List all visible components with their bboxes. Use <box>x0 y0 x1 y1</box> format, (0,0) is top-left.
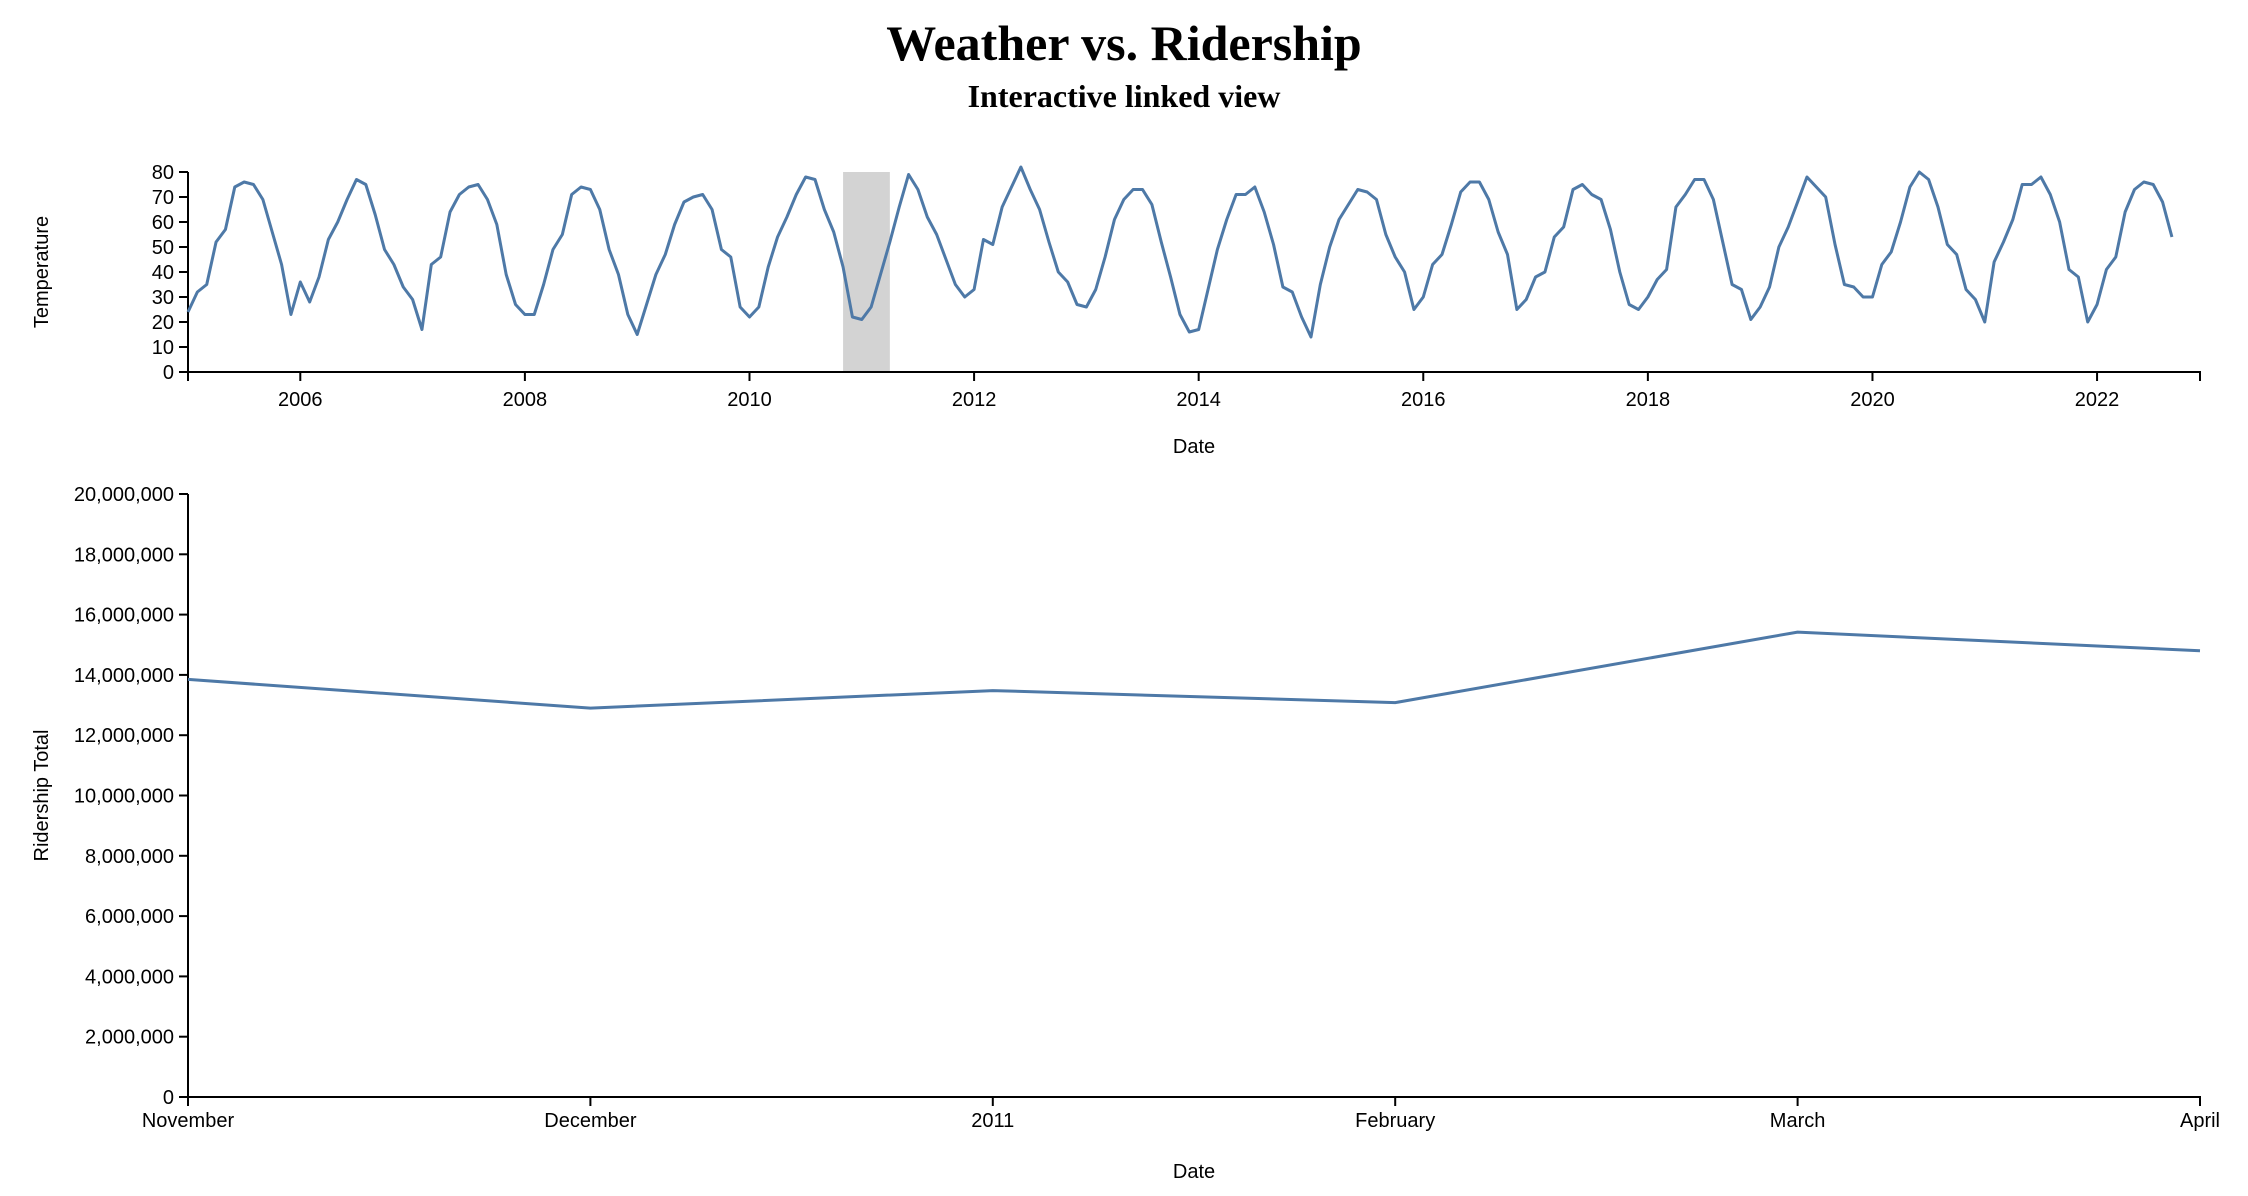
y-tick-label: 60 <box>152 212 174 234</box>
ridership-chart: 0 2,000,000 4,000,000 6,000,000 8,000,000 10,… <box>31 484 2220 1183</box>
ridership-y-axis-label: Ridership Total <box>31 730 53 862</box>
chart-title: Weather vs. Ridership <box>886 15 1362 71</box>
temperature-y-axis-label: Temperature <box>31 216 53 328</box>
chart-subtitle: Interactive linked view <box>967 78 1281 114</box>
ridership-series-line <box>187 630 2201 710</box>
ridership-x-axis-label: Date <box>1173 1161 1215 1183</box>
y-tick-label: 50 <box>152 237 174 259</box>
x-tick-label: 2016 <box>1401 389 1446 411</box>
x-tick-label: 2008 <box>503 389 548 411</box>
temperature-x-axis: 2006 2008 2010 2012 2014 2016 2018 2020 2022 <box>187 371 2201 411</box>
ridership-x-axis-line <box>187 1096 2201 1106</box>
y-tick-label: 80 <box>152 162 174 184</box>
y-tick-label: 20 <box>152 312 174 334</box>
x-tick-label: April <box>2180 1110 2220 1132</box>
x-tick-label: November <box>142 1110 235 1132</box>
y-tick-label: 18,000,000 <box>74 544 174 566</box>
x-tick-label: 2006 <box>278 389 323 411</box>
x-tick-label: February <box>1355 1110 1435 1132</box>
y-tick-label: 10 <box>152 337 174 359</box>
temperature-y-axis: 0 10 20 30 40 50 60 70 80 <box>152 162 189 384</box>
x-tick-label: 2020 <box>1850 389 1895 411</box>
y-tick-label: 40 <box>152 262 174 284</box>
y-tick-label: 20,000,000 <box>74 484 174 506</box>
ridership-y-axis: 0 2,000,000 4,000,000 6,000,000 8,000,000 10,… <box>74 484 189 1109</box>
y-tick-label: 30 <box>152 287 174 309</box>
temperature-x-axis-line <box>187 371 2201 381</box>
y-tick-label: 0 <box>163 362 174 384</box>
y-tick-label: 0 <box>163 1087 174 1109</box>
x-tick-label: 2011 <box>971 1110 1014 1132</box>
y-tick-label: 12,000,000 <box>74 725 174 747</box>
y-tick-label: 6,000,000 <box>85 906 174 928</box>
temperature-x-axis-label: Date <box>1173 436 1215 458</box>
x-tick-label: 2018 <box>1626 389 1671 411</box>
x-tick-label: 2012 <box>952 389 997 411</box>
y-tick-label: 8,000,000 <box>85 846 174 868</box>
y-tick-label: 10,000,000 <box>74 786 174 808</box>
x-tick-label: 2010 <box>727 389 772 411</box>
y-tick-label: 70 <box>152 187 174 209</box>
x-tick-label: December <box>544 1110 637 1132</box>
y-tick-label: 4,000,000 <box>85 966 174 988</box>
brush-selection[interactable] <box>843 172 890 372</box>
x-tick-label: 2022 <box>2075 389 2120 411</box>
y-tick-label: 16,000,000 <box>74 605 174 627</box>
temperature-series-line <box>186 165 2174 339</box>
x-tick-label: 2014 <box>1176 389 1221 411</box>
y-tick-label: 14,000,000 <box>74 665 174 687</box>
y-tick-label: 2,000,000 <box>85 1027 174 1049</box>
x-tick-label: March <box>1770 1110 1826 1132</box>
ridership-x-axis: November December 2011 February March April <box>142 1096 2220 1132</box>
